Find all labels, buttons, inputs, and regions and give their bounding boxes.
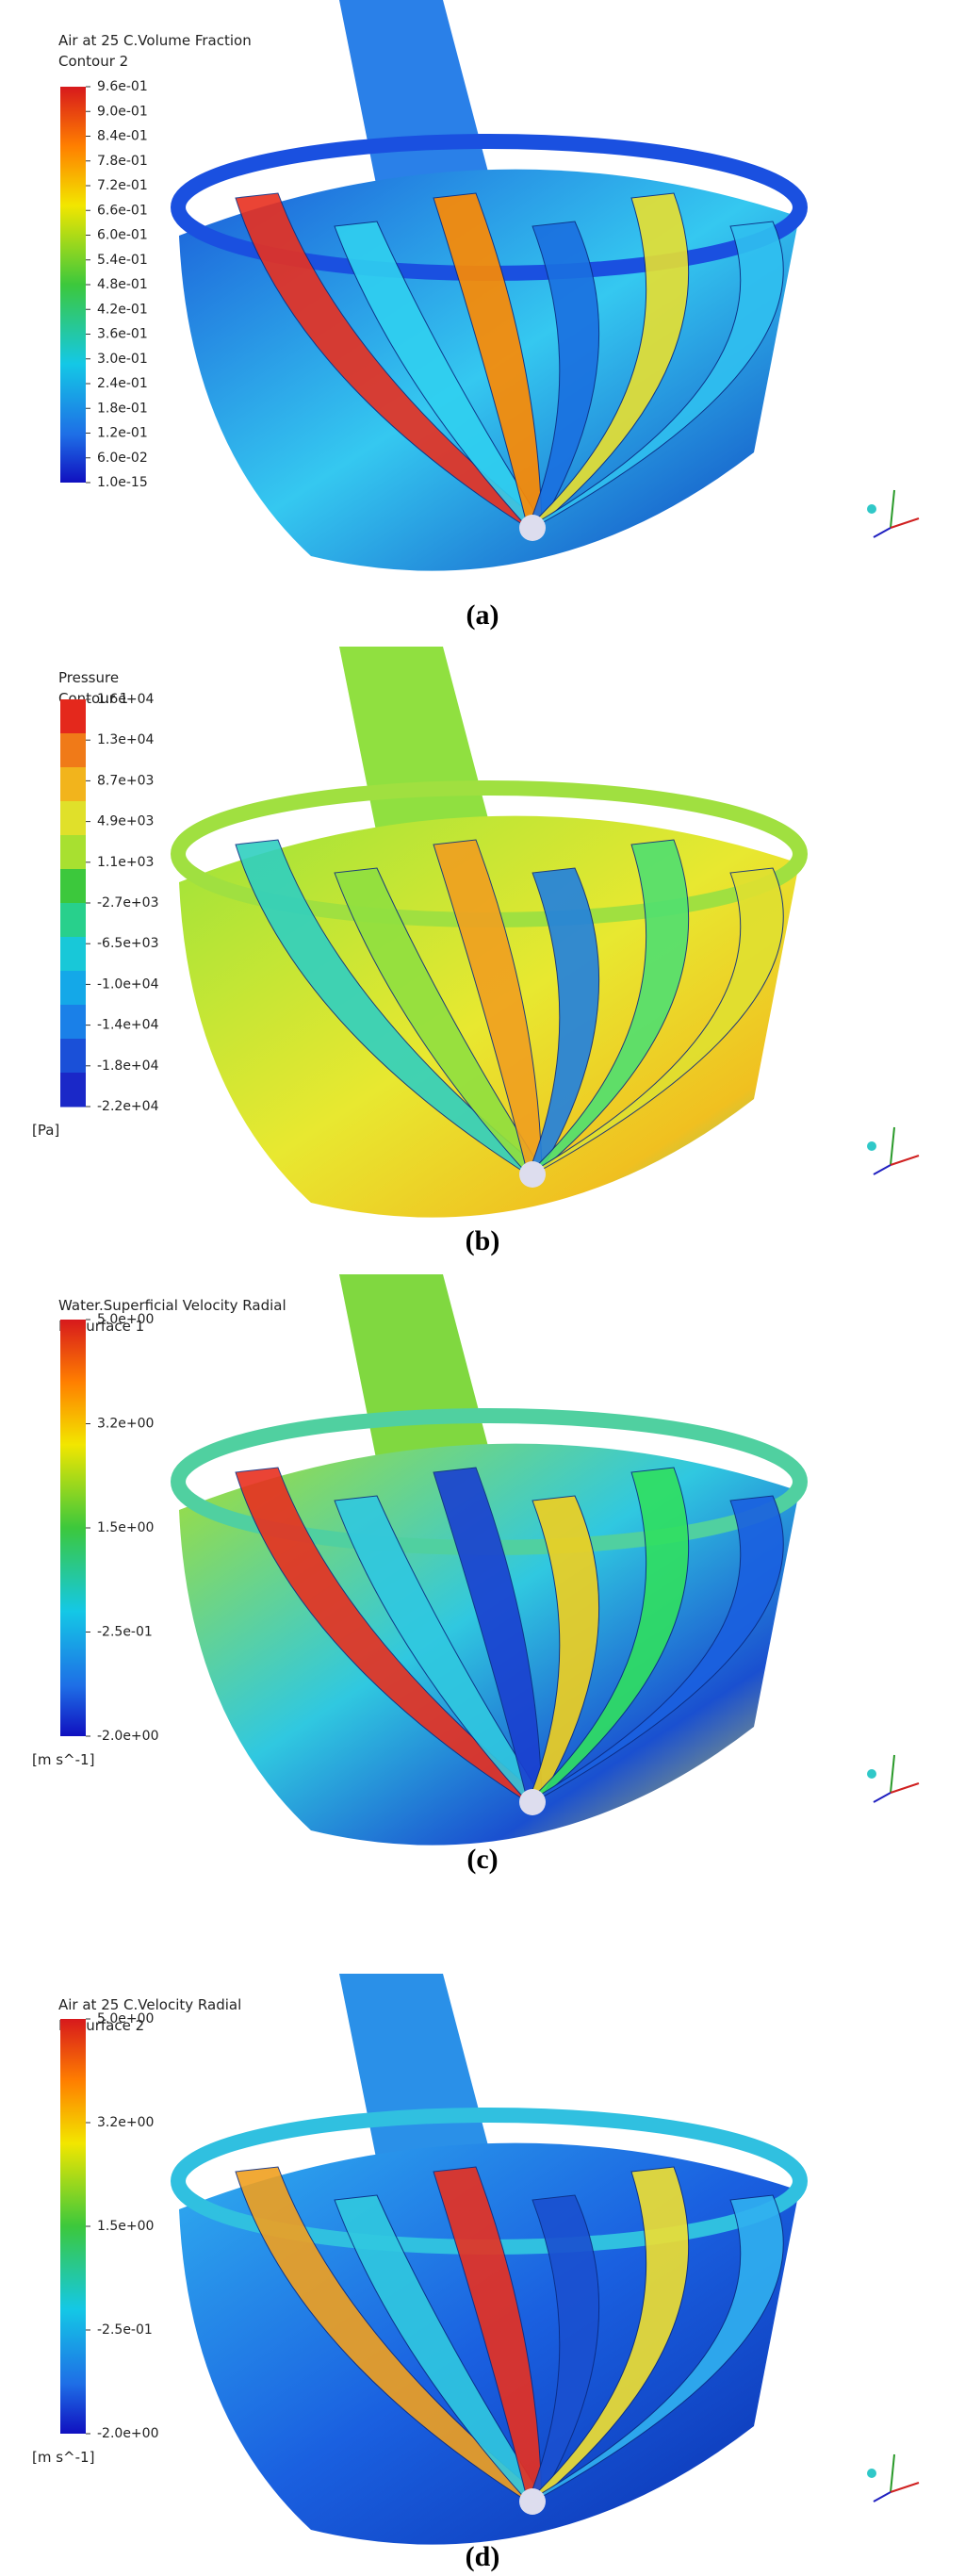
legend-unit: [m s^-1]	[32, 2449, 94, 2466]
colorbar-step	[60, 835, 86, 870]
shaft	[339, 1974, 490, 2162]
colorbar-label: -2.0e+00	[97, 2426, 158, 2441]
caption: (c)	[466, 1844, 498, 1875]
triad-x	[890, 1155, 920, 1166]
colorbar-label: 2.4e-01	[97, 376, 148, 391]
shaft	[339, 647, 490, 835]
colorbar-step	[60, 869, 86, 904]
colorbar-label: 6.6e-01	[97, 203, 148, 218]
triad-x	[890, 517, 920, 529]
colorbar-step	[60, 1073, 86, 1108]
colorbar	[60, 1320, 86, 1736]
triad-z	[873, 1164, 891, 1175]
legend-unit: [Pa]	[32, 1122, 59, 1139]
colorbar	[60, 87, 86, 483]
shaft	[339, 0, 490, 189]
triad-y	[890, 489, 895, 529]
caption: (a)	[466, 599, 499, 631]
shaft	[339, 1274, 490, 1463]
colorbar-label: 3.2e+00	[97, 1417, 154, 1432]
colorbar-label: 4.2e-01	[97, 302, 148, 317]
colorbar-step	[60, 971, 86, 1006]
colorbar-label: 1.2e-01	[97, 426, 148, 441]
colorbar-label: 9.0e-01	[97, 104, 148, 119]
triad-z	[873, 2491, 891, 2502]
caption: (b)	[466, 1225, 500, 1256]
colorbar-label: 1.8e-01	[97, 401, 148, 416]
legend-subtitle: Contour 2	[58, 53, 128, 70]
triad-y	[890, 2453, 895, 2493]
colorbar-label: 1.5e+00	[97, 2219, 154, 2234]
colorbar	[60, 2019, 86, 2434]
colorbar-label: 3.0e-01	[97, 352, 148, 367]
legend-title: Air at 25 C.Volume Fraction	[58, 32, 252, 49]
colorbar-label: 1.3e+04	[97, 732, 155, 747]
hub	[519, 1789, 546, 1815]
panel: Water.Superficial Velocity RadialIsosurf…	[32, 1274, 920, 1875]
legend-unit: [m s^-1]	[32, 1751, 94, 1768]
colorbar-label: -2.7e+03	[97, 895, 158, 911]
colorbar-label: -1.8e+04	[97, 1058, 159, 1074]
hub	[519, 515, 546, 541]
colorbar-step	[60, 937, 86, 972]
colorbar-step	[60, 733, 86, 768]
colorbar-label: -2.0e+00	[97, 1729, 158, 1744]
colorbar-label: 7.2e-01	[97, 178, 148, 193]
triad-dot	[867, 2469, 876, 2478]
colorbar-label: -2.5e-01	[97, 2322, 153, 2338]
hub	[519, 2488, 546, 2515]
triad-dot	[867, 1141, 876, 1151]
colorbar-step	[60, 903, 86, 938]
triad-dot	[867, 1769, 876, 1779]
colorbar-label: 6.0e-01	[97, 228, 148, 243]
colorbar-label: 8.4e-01	[97, 129, 148, 144]
triad-z	[873, 527, 891, 538]
colorbar-label: 9.6e-01	[97, 79, 148, 94]
hub	[519, 1161, 546, 1188]
colorbar-step	[60, 1005, 86, 1040]
colorbar-label: 4.9e+03	[97, 814, 154, 829]
legend-title: Air at 25 C.Velocity Radial	[58, 1996, 241, 2013]
colorbar-step	[60, 1039, 86, 1074]
triad-z	[873, 1792, 891, 1803]
triad-y	[890, 1754, 895, 1794]
legend-title: Pressure	[58, 669, 119, 686]
colorbar-label: 1.1e+03	[97, 855, 154, 870]
colorbar-label: -2.5e-01	[97, 1625, 153, 1640]
triad-x	[890, 2482, 920, 2493]
panel: Air at 25 C.Volume Fraction Contour 2 9.6e…	[58, 0, 920, 631]
colorbar-label: 4.8e-01	[97, 277, 148, 292]
colorbar-step	[60, 699, 86, 734]
colorbar-label: 1.0e-15	[97, 475, 148, 490]
colorbar-label: 5.0e+00	[97, 1312, 154, 1327]
triad-x	[890, 1782, 920, 1794]
colorbar-label: -2.2e+04	[97, 1099, 159, 1114]
colorbar-label: 8.7e+03	[97, 773, 154, 788]
colorbar-label: -1.4e+04	[97, 1018, 159, 1033]
colorbar-label: 1.6e+04	[97, 692, 155, 707]
colorbar-step	[60, 801, 86, 836]
caption: (d)	[466, 2541, 500, 2572]
colorbar-label: -6.5e+03	[97, 936, 158, 951]
colorbar-label: 3.6e-01	[97, 327, 148, 342]
colorbar-label: 5.4e-01	[97, 253, 148, 268]
colorbar-label: 7.8e-01	[97, 154, 148, 169]
legend-title: Water.Superficial Velocity Radial	[58, 1297, 286, 1314]
colorbar-label: 1.5e+00	[97, 1520, 154, 1535]
colorbar-label: 6.0e-02	[97, 451, 148, 466]
triad-y	[890, 1126, 895, 1166]
colorbar-step	[60, 767, 86, 802]
triad-dot	[867, 504, 876, 514]
colorbar-label: 3.2e+00	[97, 2115, 154, 2130]
colorbar-label: -1.0e+04	[97, 976, 159, 992]
colorbar-label: 5.0e+00	[97, 2011, 154, 2026]
